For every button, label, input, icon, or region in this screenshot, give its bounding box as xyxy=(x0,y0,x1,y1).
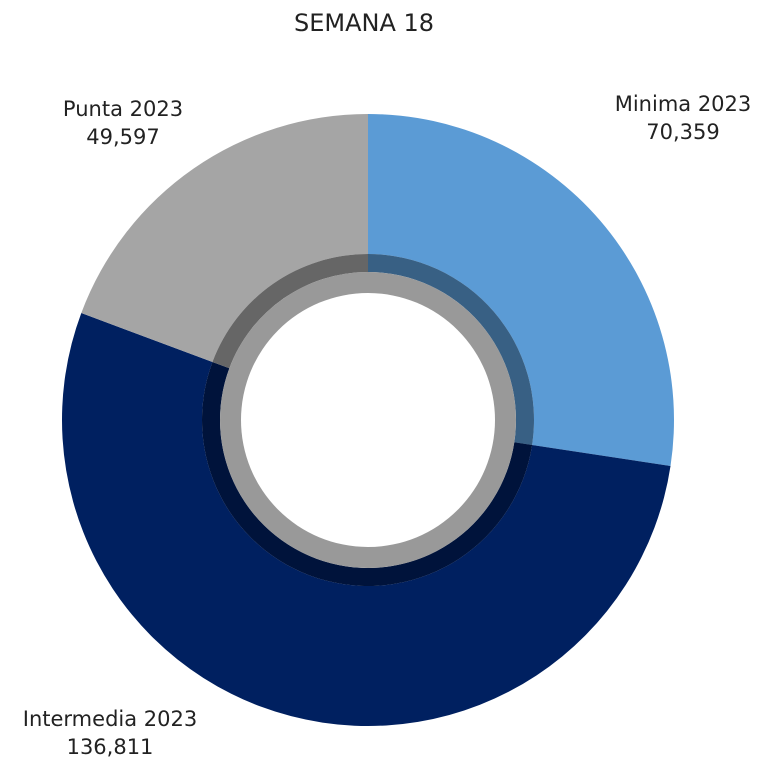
slice-label: Intermedia 2023 xyxy=(23,707,197,731)
slice-value-label: 136,811 xyxy=(67,735,154,759)
slice-value-label: 49,597 xyxy=(86,125,159,149)
slice-shadow xyxy=(368,254,534,445)
chart-title: SEMANA 18 xyxy=(294,9,434,37)
slice-shadow xyxy=(212,254,368,369)
slice xyxy=(62,313,671,726)
slice-label: Punta 2023 xyxy=(63,97,183,121)
slice-shadow-overlay xyxy=(368,254,534,445)
slice xyxy=(81,114,368,362)
hole xyxy=(241,293,495,547)
slice-value-label: 70,359 xyxy=(646,120,719,144)
slice xyxy=(368,114,674,467)
slice-shadow-overlay xyxy=(212,254,368,369)
slice-label: Minima 2023 xyxy=(615,92,752,116)
